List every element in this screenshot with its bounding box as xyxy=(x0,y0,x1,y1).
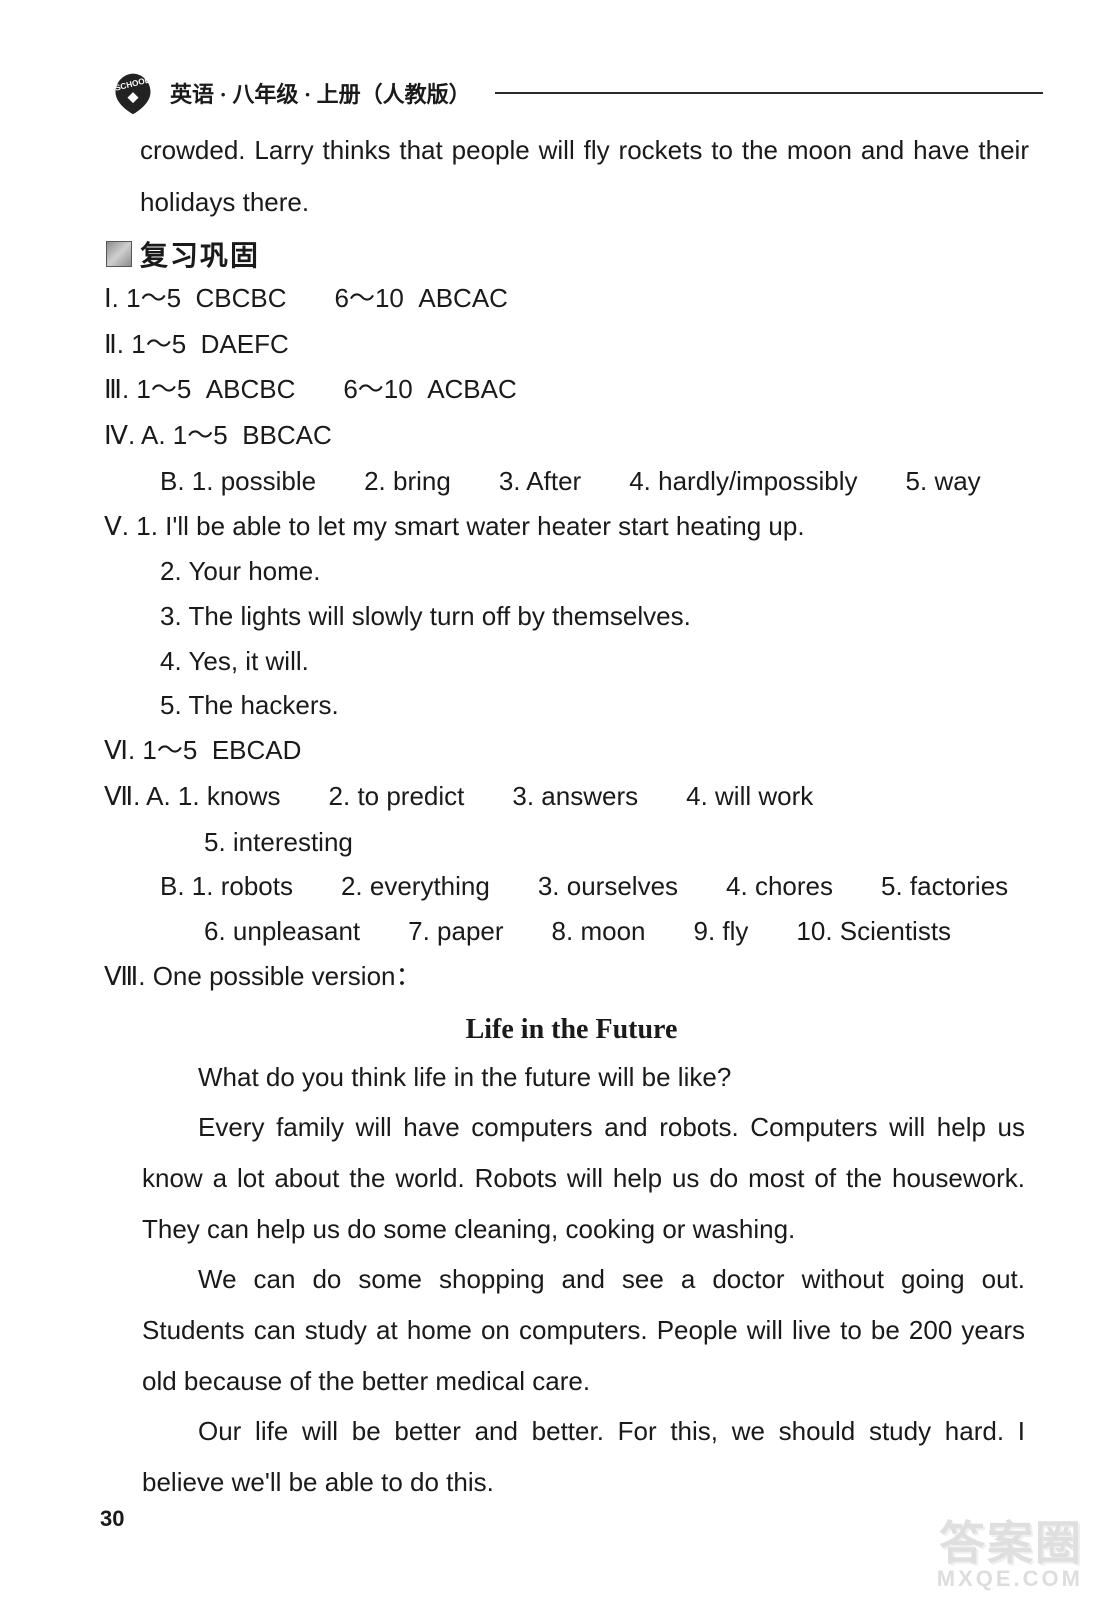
header-rule xyxy=(495,92,1043,94)
val: ABCBC xyxy=(206,374,296,404)
essay-p1: What do you think life in the future wil… xyxy=(142,1052,1025,1103)
range: 6～10 xyxy=(343,374,412,404)
roman-V: Ⅴ xyxy=(104,512,122,541)
answer-row-I: Ⅰ. 1～5 CBCBC 6～10 ABCAC xyxy=(104,276,1043,322)
VII-B-4: 4. chores xyxy=(726,864,833,909)
book-title: 英语 · 八年级 · 上册（人教版） xyxy=(170,77,471,109)
section-heading: 复习巩固 xyxy=(106,234,1043,274)
answer-row-V-5: 5. The hackers. xyxy=(104,683,1043,728)
answer-row-V-4: 4. Yes, it will. xyxy=(104,639,1043,684)
roman-VIII: Ⅷ xyxy=(104,962,138,991)
answer-row-IV-A: Ⅳ. A. 1～5 BBCAC xyxy=(104,413,1043,459)
essay-p4: Our life will be better and better. For … xyxy=(142,1406,1025,1507)
answer-row-IV-B: B. 1. possible 2. bring 3. After 4. hard… xyxy=(104,459,1043,504)
VII-B-7: 7. paper xyxy=(408,909,503,954)
watermark-small: MXQE.COM xyxy=(937,1567,1083,1590)
val: ABCAC xyxy=(418,283,508,313)
VII-B-1: B. 1. robots xyxy=(160,864,293,909)
prefix: . A. 1～5 xyxy=(128,420,228,450)
roman-III: Ⅲ xyxy=(104,375,122,404)
VII-B-9: 9. fly xyxy=(694,909,749,954)
VII-B-3: 3. ourselves xyxy=(538,864,678,909)
IV-B-1: B. 1. possible xyxy=(160,459,316,504)
intro-paragraph: crowded. Larry thinks that people will f… xyxy=(140,124,1029,228)
V-ans-4: 4. Yes, it will. xyxy=(160,639,309,684)
answer-row-VII-A-1: Ⅶ. A. 1. knows 2. to predict 3. answers … xyxy=(104,774,1043,820)
heading-marker-icon xyxy=(106,241,132,267)
IV-B-5: 5. way xyxy=(906,459,981,504)
roman-IV: Ⅳ xyxy=(104,421,128,450)
VIII-text: . One possible version： xyxy=(138,961,421,991)
VII-B-6: 6. unpleasant xyxy=(204,909,360,954)
VII-A-2: 2. to predict xyxy=(329,774,465,820)
range: . 1～5 xyxy=(117,329,186,359)
answer-row-V-3: 3. The lights will slowly turn off by th… xyxy=(104,594,1043,639)
page-header: SCHOOL 英语 · 八年级 · 上册（人教版） xyxy=(110,70,1043,116)
answer-row-V-1: Ⅴ. 1. I'll be able to let my smart water… xyxy=(104,504,1043,550)
VII-B-5: 5. factories xyxy=(881,864,1008,909)
page-number: 30 xyxy=(100,1506,124,1532)
val: DAEFC xyxy=(201,329,289,359)
essay-title: Life in the Future xyxy=(100,1014,1043,1046)
answer-row-II: Ⅱ. 1～5 DAEFC xyxy=(104,322,1043,368)
answer-row-VII-B-2: 6. unpleasant 7. paper 8. moon 9. fly 10… xyxy=(104,909,1043,954)
school-logo-icon: SCHOOL xyxy=(110,70,156,116)
VII-B-10: 10. Scientists xyxy=(796,909,951,954)
answers-block: Ⅰ. 1～5 CBCBC 6～10 ABCAC Ⅱ. 1～5 DAEFC Ⅲ. … xyxy=(104,276,1043,1000)
VII-B-2: 2. everything xyxy=(341,864,490,909)
val: CBCBC xyxy=(196,283,287,313)
essay-body: What do you think life in the future wil… xyxy=(142,1052,1025,1508)
answer-row-VII-A-2: 5. interesting xyxy=(104,820,1043,865)
essay-p2: Every family will have computers and rob… xyxy=(142,1102,1025,1254)
answer-row-III: Ⅲ. 1～5 ABCBC 6～10 ACBAC xyxy=(104,367,1043,413)
val: ACBAC xyxy=(427,374,517,404)
VII-A-5: 5. interesting xyxy=(204,820,353,865)
watermark-big: 答案圈 xyxy=(937,1519,1083,1567)
IV-B-3: 3. After xyxy=(499,459,581,504)
V-ans-3: 3. The lights will slowly turn off by th… xyxy=(160,594,691,639)
range: . 1～5 xyxy=(122,374,191,404)
V-ans-5: 5. The hackers. xyxy=(160,683,339,728)
IV-B-2: 2. bring xyxy=(364,459,451,504)
val: BBCAC xyxy=(242,420,332,450)
roman-II: Ⅱ xyxy=(104,330,117,359)
essay-p3: We can do some shopping and see a doctor… xyxy=(142,1254,1025,1406)
VII-B-8: 8. moon xyxy=(552,909,646,954)
roman-VI: Ⅵ xyxy=(104,736,128,765)
watermark: 答案圈 MXQE.COM xyxy=(937,1519,1083,1590)
section-heading-text: 复习巩固 xyxy=(140,234,260,274)
val: EBCAD xyxy=(212,735,302,765)
VII-A-3: 3. answers xyxy=(512,774,638,820)
range: . 1～5 xyxy=(128,735,197,765)
roman-VII: Ⅶ xyxy=(104,782,133,811)
roman-I: Ⅰ xyxy=(104,284,112,313)
answer-row-VIII: Ⅷ. One possible version： xyxy=(104,954,1043,1000)
V-ans-1: . 1. I'll be able to let my smart water … xyxy=(122,511,805,541)
IV-B-4: 4. hardly/impossibly xyxy=(629,459,857,504)
V-ans-2: 2. Your home. xyxy=(160,549,320,594)
answer-row-V-2: 2. Your home. xyxy=(104,549,1043,594)
range: 6～10 xyxy=(335,283,404,313)
range: . 1～5 xyxy=(112,283,181,313)
answer-row-VI: Ⅵ. 1～5 EBCAD xyxy=(104,728,1043,774)
VII-A-1: . A. 1. knows xyxy=(133,781,280,811)
VII-A-4: 4. will work xyxy=(686,774,813,820)
answer-row-VII-B-1: B. 1. robots 2. everything 3. ourselves … xyxy=(104,864,1043,909)
